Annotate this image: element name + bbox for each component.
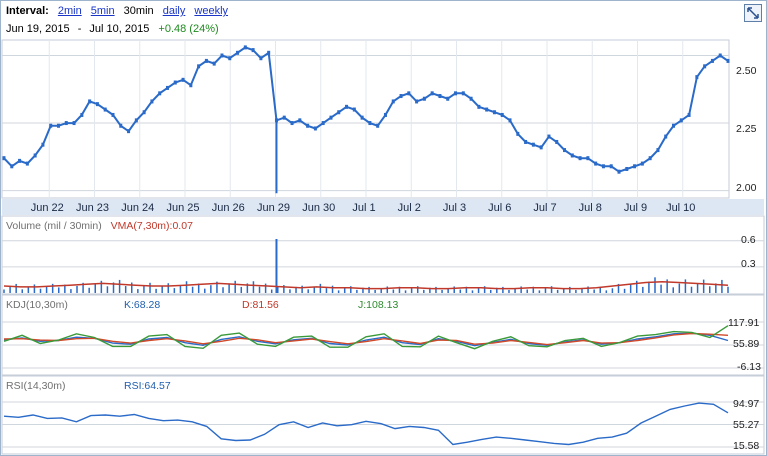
rsi-y-tick: 94.97 <box>733 398 760 410</box>
vma-label: VMA(7,30m):0.07 <box>110 220 193 232</box>
expand-button[interactable] <box>744 4 762 22</box>
interval-toolbar: Interval: 2min 5min 30min daily weekly <box>6 5 234 19</box>
rsi-value-label: RSI:64.57 <box>124 380 171 392</box>
price-y-tick: 2.00 <box>736 182 757 194</box>
interval-daily-link[interactable]: daily <box>162 5 186 17</box>
kdj-title: KDJ(10,30m) <box>6 299 68 311</box>
volume-title: Volume (mil / 30min) <box>6 220 102 232</box>
kdj-j-label: J:108.13 <box>358 299 399 311</box>
interval-weekly-link[interactable]: weekly <box>194 5 229 17</box>
rsi-y-tick: 15.58 <box>733 440 760 452</box>
rsi-y-tick: 55.27 <box>733 419 760 431</box>
kdj-y-tick: 55.89 <box>733 338 760 350</box>
volume-y-tick: 0.6 <box>741 234 756 246</box>
expand-arrows-icon <box>747 7 759 19</box>
price-change: +0.48 (24%) <box>158 23 219 35</box>
price-y-tick: 2.25 <box>736 123 757 135</box>
volume-y-tick: 0.3 <box>741 258 756 270</box>
date-range: Jun 19, 2015 - Jul 10, 2015 +0.48 (24%) <box>6 23 219 35</box>
kdj-y-tick: 117.91 <box>728 317 760 329</box>
range-separator: - <box>77 23 82 35</box>
interval-5min-link[interactable]: 5min <box>90 5 115 17</box>
kdj-d-label: D:81.56 <box>242 299 279 311</box>
kdj-y-tick: -6.13 <box>737 361 761 373</box>
interval-30min-selected: 30min <box>123 5 154 17</box>
kdj-k-label: K:68.28 <box>124 299 161 311</box>
price-y-tick: 2.50 <box>736 65 757 77</box>
volume-panel-header: Volume (mil / 30min) VMA(7,30m):0.07 <box>6 220 193 232</box>
interval-2min-link[interactable]: 2min <box>57 5 82 17</box>
range-start: Jun 19, 2015 <box>6 23 70 35</box>
range-end: Jul 10, 2015 <box>89 23 150 35</box>
rsi-title: RSI(14,30m) <box>6 380 66 392</box>
interval-label: Interval: <box>6 5 49 17</box>
